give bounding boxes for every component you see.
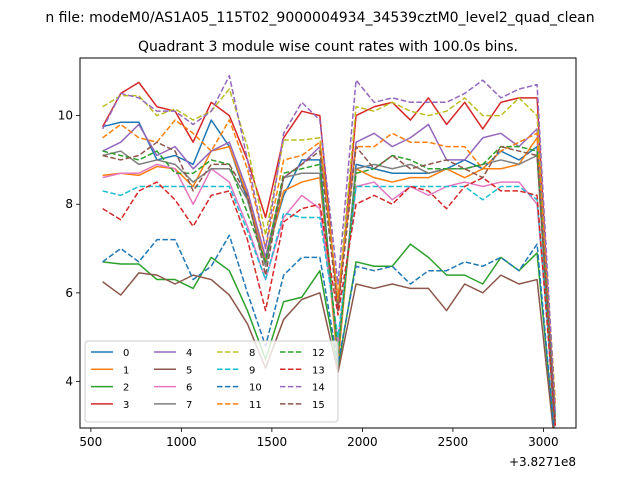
legend-label: 5 — [186, 365, 192, 376]
legend-label: 9 — [249, 365, 255, 376]
legend-label: 11 — [249, 400, 262, 411]
x-tick-label: 2500 — [438, 435, 469, 449]
x-tick-label: 2000 — [347, 435, 378, 449]
series-line-9 — [102, 185, 556, 413]
plot-frame — [79, 57, 577, 429]
series-line-12 — [102, 145, 556, 422]
series-line-15 — [102, 141, 556, 422]
series-line-11 — [102, 119, 556, 404]
y-tick-label: 4 — [65, 374, 73, 388]
x-tick-label: 1500 — [257, 435, 288, 449]
legend-label: 13 — [312, 365, 325, 376]
legend-label: 6 — [186, 383, 192, 394]
legend-label: 1 — [123, 365, 129, 376]
x-axis: 500 1000 1500 2000 2500 3000 — [79, 428, 559, 449]
chart-title: Quadrant 3 module wise count rates with … — [138, 39, 518, 55]
figure-suptitle: n file: modeM0/AS1A05_115T02_9000004934_… — [45, 10, 594, 26]
series-line-5 — [102, 272, 554, 428]
series-layer — [101, 74, 556, 428]
series-line-14 — [101, 74, 556, 413]
legend-label: 8 — [249, 348, 255, 359]
series-line-2 — [102, 243, 555, 428]
x-tick-label: 1000 — [166, 435, 197, 449]
legend-label: 4 — [186, 348, 192, 359]
series-line-6 — [102, 163, 556, 413]
series-line-10 — [102, 234, 555, 428]
series-line-8 — [102, 88, 556, 400]
legend-label: 15 — [312, 400, 325, 411]
series-line-13 — [102, 176, 556, 426]
legend-label: 0 — [123, 348, 129, 359]
y-tick-label: 8 — [65, 197, 73, 211]
legend-label: 10 — [249, 383, 262, 394]
x-tick-label: 3000 — [528, 435, 559, 449]
x-tick-label: 500 — [79, 435, 102, 449]
legend-label: 7 — [186, 400, 192, 411]
legend-frame — [84, 340, 339, 423]
legend-label: 2 — [123, 383, 129, 394]
legend-label: 12 — [312, 348, 325, 359]
legend-label: 3 — [123, 400, 129, 411]
y-tick-label: 10 — [58, 109, 73, 123]
legend-label: 14 — [312, 383, 325, 394]
x-axis-offset-label: +3.8271e8 — [509, 455, 576, 469]
y-tick-label: 6 — [65, 286, 73, 300]
y-axis: 4 6 8 10 — [58, 109, 80, 388]
